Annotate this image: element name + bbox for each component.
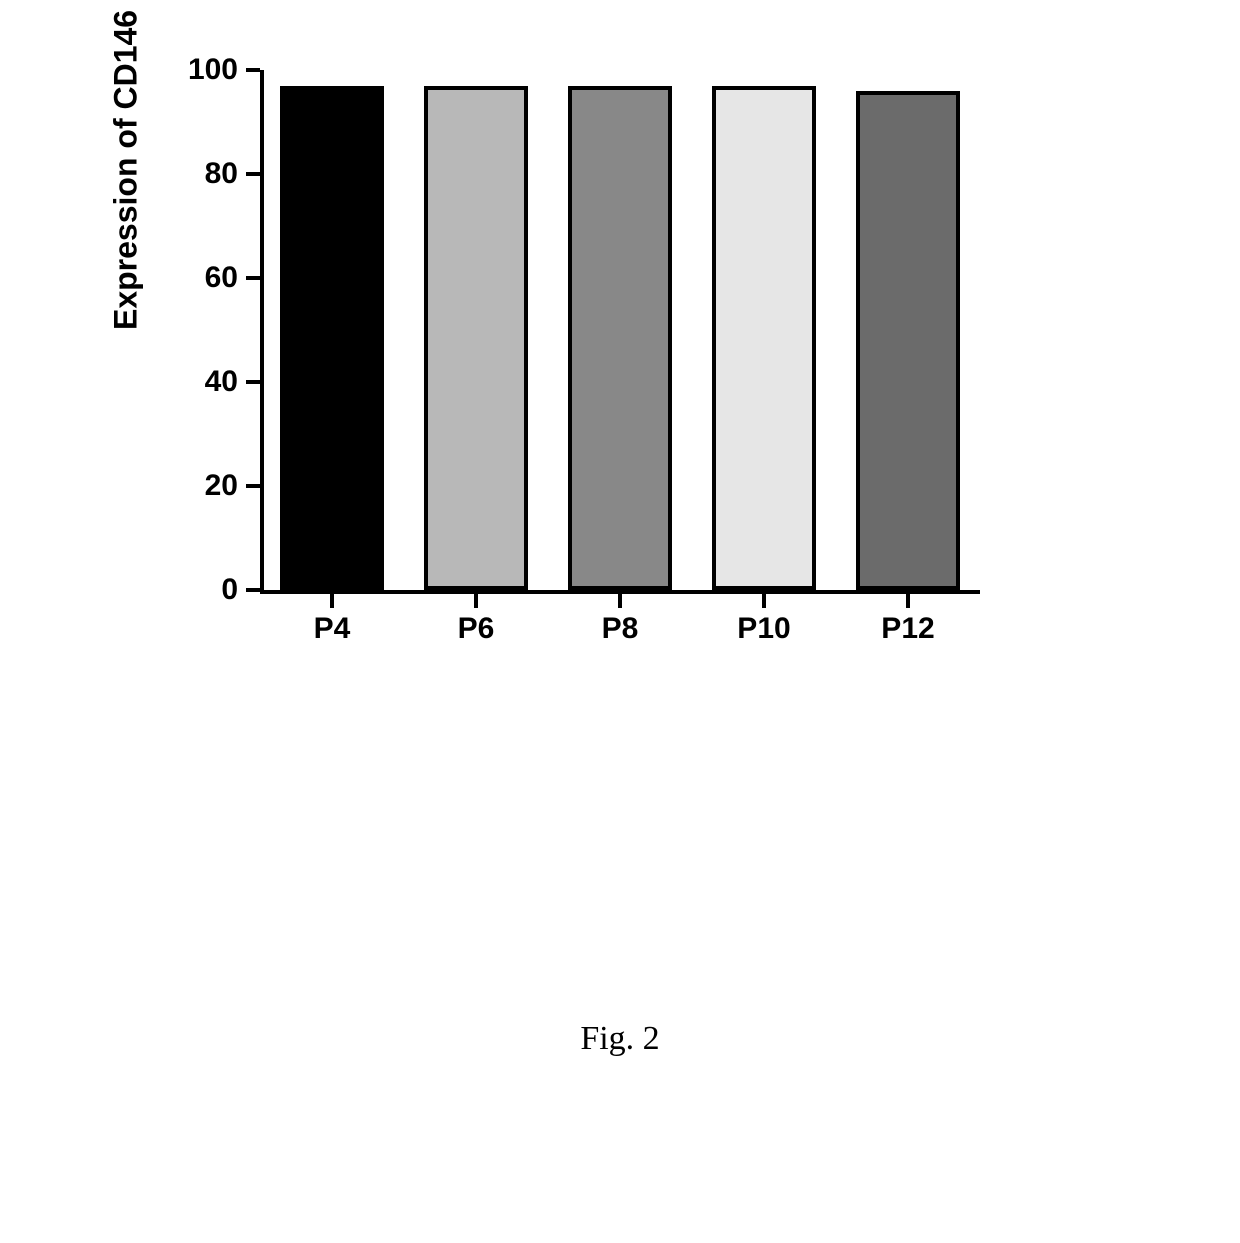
y-tick-label: 60 — [205, 261, 238, 295]
x-tick-label: P4 — [314, 612, 351, 646]
y-tick — [246, 380, 260, 384]
y-tick — [246, 172, 260, 176]
y-tick-label: 20 — [205, 469, 238, 503]
x-tick — [906, 594, 910, 608]
y-tick-label: 80 — [205, 157, 238, 191]
y-axis-title: Expression of CD146 (%) — [108, 0, 145, 330]
x-tick — [762, 594, 766, 608]
figure-caption: Fig. 2 — [0, 1020, 1240, 1058]
page: Expression of CD146 (%) 020406080100P4P6… — [0, 0, 1240, 1243]
cd146-expression-chart: Expression of CD146 (%) 020406080100P4P6… — [120, 60, 1020, 700]
x-tick-label: P8 — [602, 612, 639, 646]
y-tick-label: 0 — [221, 573, 238, 607]
x-tick — [474, 594, 478, 608]
x-tick-label: P10 — [737, 612, 790, 646]
bar-p10 — [712, 86, 816, 590]
y-tick-label: 100 — [188, 53, 238, 87]
y-tick — [246, 68, 260, 72]
y-tick — [246, 276, 260, 280]
bar-p8 — [568, 86, 672, 590]
x-tick-label: P12 — [881, 612, 934, 646]
x-tick — [330, 594, 334, 608]
bar-p6 — [424, 86, 528, 590]
y-tick-label: 40 — [205, 365, 238, 399]
y-tick — [246, 484, 260, 488]
y-tick — [246, 588, 260, 592]
bar-p12 — [856, 91, 960, 590]
plot-area: 020406080100P4P6P8P10P12 — [260, 70, 980, 590]
y-axis-line — [260, 70, 264, 590]
x-tick — [618, 594, 622, 608]
x-tick-label: P6 — [458, 612, 495, 646]
bar-p4 — [280, 86, 384, 590]
